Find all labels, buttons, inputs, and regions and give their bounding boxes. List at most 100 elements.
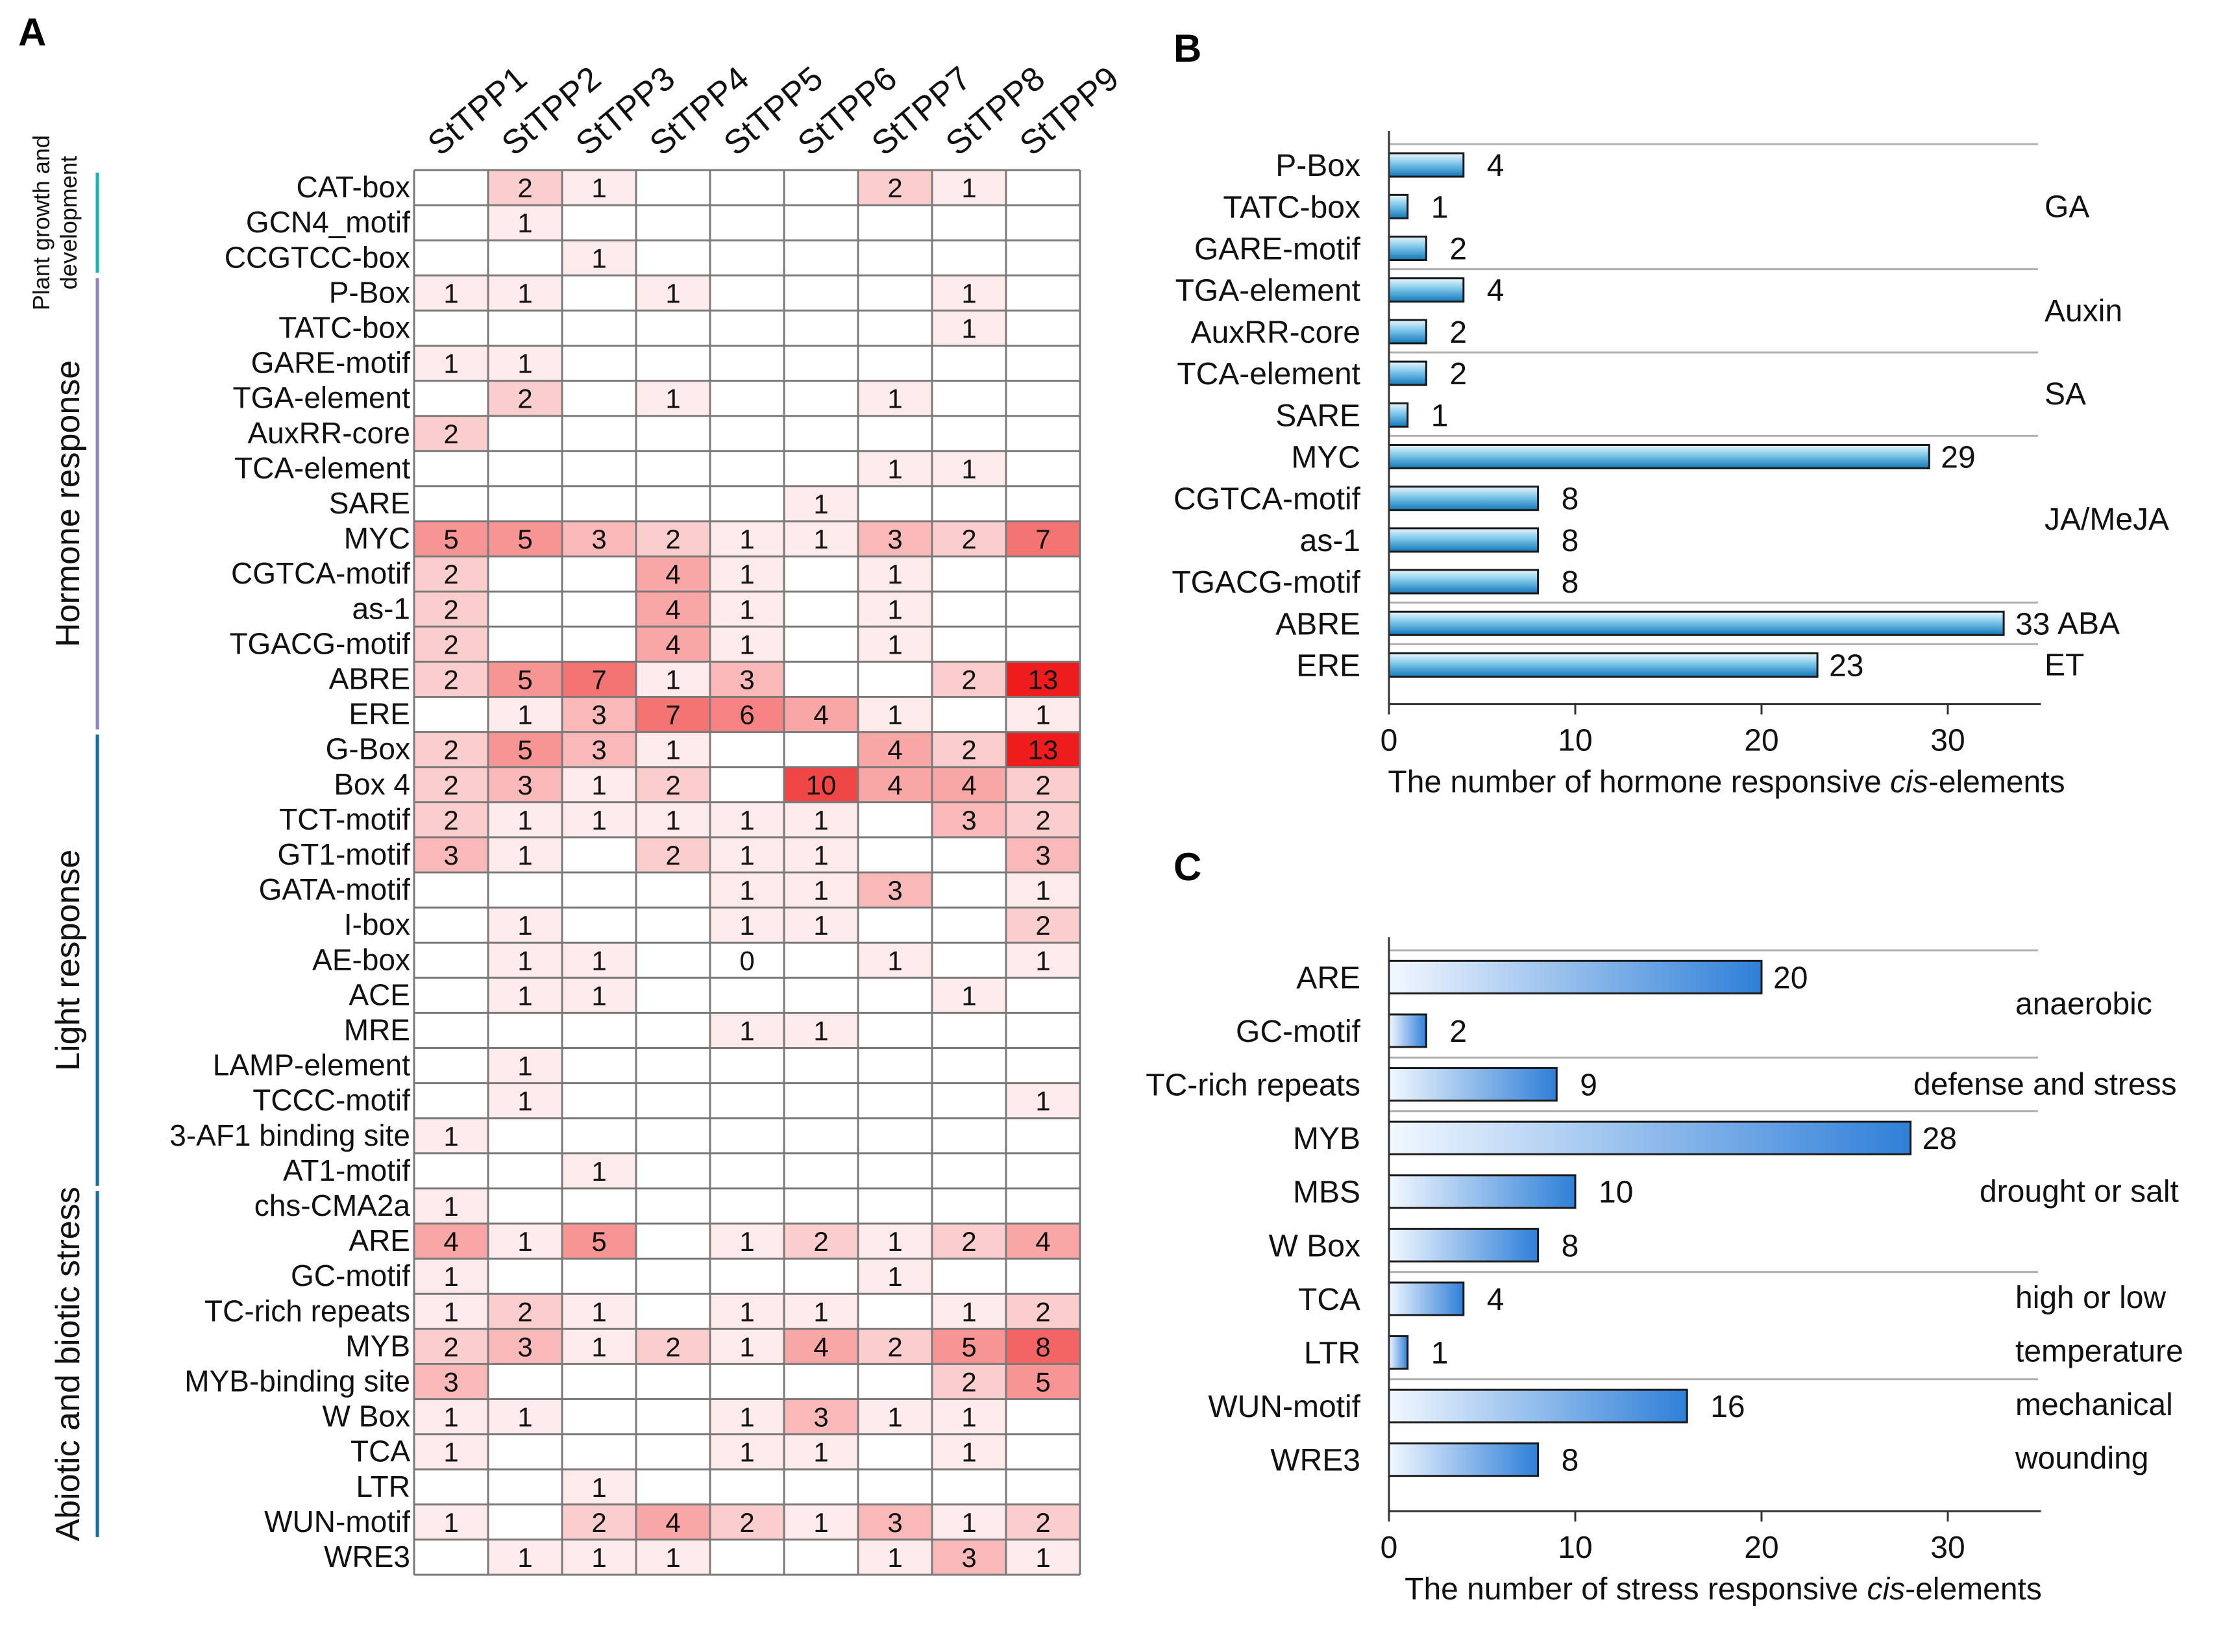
- heatmap-cell: [562, 661, 636, 697]
- heatmap-cell: [1006, 943, 1080, 978]
- heatmap-cell-value: 2: [961, 1226, 976, 1257]
- heatmap-cell: [414, 1504, 488, 1540]
- heatmap-cell: [858, 205, 932, 241]
- heatmap-cell: [710, 1399, 784, 1435]
- bar-value-label: 28: [1922, 1122, 1957, 1156]
- heatmap-cell: [858, 556, 932, 592]
- category-label: AuxRR-core: [1191, 315, 1360, 350]
- heatmap-cell: [784, 907, 858, 943]
- heatmap-cell-value: 1: [443, 1507, 458, 1538]
- bar: [1388, 444, 1930, 469]
- heatmap-cell-value: 1: [1035, 700, 1050, 730]
- heatmap-cell: [1006, 591, 1080, 627]
- heatmap-cell-value: 2: [813, 1226, 828, 1257]
- heatmap-cell: [710, 1013, 784, 1048]
- heatmap-cell: [784, 1539, 858, 1575]
- heatmap-cell: [858, 1224, 932, 1259]
- heatmap-row-label: AuxRR-core: [247, 416, 410, 450]
- heatmap-cell: [636, 275, 710, 311]
- heatmap-cell: [710, 1504, 784, 1540]
- heatmap-cell-value: 0: [739, 945, 754, 976]
- heatmap-cell-value: 10: [806, 770, 837, 800]
- heatmap-cell: [562, 732, 636, 767]
- heatmap-cell: [562, 978, 636, 1013]
- heatmap-cell: [1006, 415, 1080, 451]
- panel-a-heatmap: A 2 1 2 1 CAT-box 1 GCN4_motif 1 CCGTCC-box 1 1 1 1 P-…: [18, 10, 1126, 1576]
- heatmap-cell: [710, 205, 784, 241]
- heatmap-cell-value: 1: [517, 980, 532, 1011]
- bar: [1388, 610, 2005, 636]
- heatmap-cell: [784, 1434, 858, 1470]
- x-tick-label: 30: [1930, 1531, 1965, 1565]
- heatmap-cell: [488, 205, 562, 241]
- heatmap-cell: [858, 1118, 932, 1153]
- heatmap-cell: [414, 872, 488, 908]
- heatmap-cell: [710, 661, 784, 697]
- heatmap-cell-value: 2: [961, 524, 976, 554]
- bar-value-label: 1: [1431, 190, 1449, 225]
- heatmap-cell-value: 1: [887, 384, 902, 414]
- heatmap-cell: [784, 626, 858, 662]
- category-label: MYB: [1293, 1122, 1360, 1156]
- heatmap-row-label: GATA-motif: [259, 872, 411, 906]
- heatmap-cell: [636, 380, 710, 416]
- group-label: anaerobic: [2015, 987, 2152, 1022]
- heatmap-cell-value: 1: [739, 1015, 754, 1046]
- x-axis-label-part: -elements: [1928, 765, 2065, 800]
- heatmap-cell: [488, 556, 562, 592]
- heatmap-cell: [488, 978, 562, 1013]
- heatmap-cell-value: 1: [813, 524, 828, 554]
- heatmap-cell: [858, 450, 932, 486]
- heatmap-cell: [858, 697, 932, 732]
- heatmap-cell-value: 1: [517, 945, 532, 976]
- heatmap-cell: [932, 380, 1006, 416]
- heatmap-cell: [710, 943, 784, 978]
- heatmap-cell-value: 5: [443, 524, 458, 554]
- heatmap-cell: [932, 1013, 1006, 1048]
- heatmap-cell: [636, 837, 710, 872]
- heatmap-row-label: GC-motif: [291, 1259, 410, 1292]
- heatmap-cell: [562, 1364, 636, 1399]
- heatmap-cell: [784, 556, 858, 592]
- group-label: defense and stress: [1913, 1068, 2177, 1102]
- heatmap-row-label: WUN-motif: [264, 1505, 410, 1538]
- heatmap-cell: [1006, 661, 1080, 697]
- heatmap-cell: [932, 1329, 1006, 1364]
- heatmap-cell: [488, 697, 562, 732]
- heatmap-cell: [858, 1048, 932, 1083]
- heatmap-cell: [488, 1329, 562, 1364]
- heatmap-cell: [1006, 1329, 1080, 1364]
- heatmap-cell-value: 2: [961, 664, 976, 695]
- heatmap-cell: [636, 240, 710, 276]
- heatmap-cell-value: 2: [961, 735, 976, 765]
- heatmap-cell: [932, 1434, 1006, 1470]
- heatmap-cell: [710, 732, 784, 767]
- heatmap-cell-value: 2: [517, 384, 532, 414]
- heatmap-cell: [710, 556, 784, 592]
- x-tick-label: 0: [1381, 1531, 1398, 1565]
- heatmap-cell: [784, 380, 858, 416]
- heatmap-cell-value: 4: [665, 629, 680, 660]
- heatmap-cell: [858, 1539, 932, 1575]
- bar: [1388, 1388, 1688, 1424]
- heatmap-row-label: as-1: [352, 591, 410, 625]
- heatmap-cell-value: 5: [591, 1226, 606, 1257]
- group-label: drought or salt: [1980, 1175, 2179, 1209]
- heatmap-cell-value: 5: [961, 1331, 976, 1362]
- heatmap-cell: [858, 521, 932, 557]
- heatmap-cell: [710, 1224, 784, 1259]
- heatmap-cell-value: 1: [813, 1296, 828, 1327]
- heatmap-cell: [414, 1294, 488, 1329]
- heatmap-cell: [414, 1188, 488, 1224]
- heatmap-cell-value: 1: [665, 735, 680, 765]
- heatmap-cell-value: 7: [591, 664, 606, 695]
- heatmap-cell: [858, 1153, 932, 1189]
- heatmap-cell: [636, 170, 710, 206]
- heatmap-cell-value: 1: [813, 1437, 828, 1468]
- heatmap-cell-value: 1: [517, 208, 532, 238]
- heatmap-cell: [488, 1469, 562, 1505]
- heatmap-cell: [710, 521, 784, 557]
- panel-label-a: A: [18, 10, 46, 54]
- heatmap-cell: [710, 591, 784, 627]
- group-label: temperature: [2015, 1335, 2183, 1369]
